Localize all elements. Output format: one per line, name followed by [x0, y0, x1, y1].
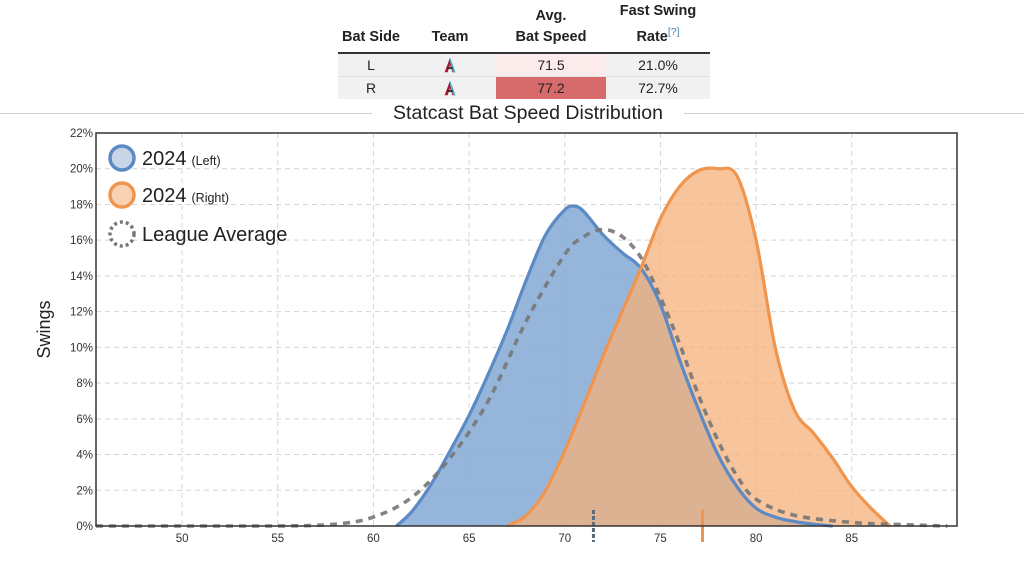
table-row: R 77.2 72.7%: [338, 75, 710, 99]
right-series-area: [507, 168, 890, 526]
chart-title: Statcast Bat Speed Distribution: [372, 100, 684, 126]
x-tick-label: 65: [463, 533, 476, 545]
bat-side-cell: L: [338, 52, 404, 77]
avg-bat-speed-cell: 77.2: [496, 75, 606, 99]
y-tick-label: 0%: [76, 521, 93, 533]
legend-label: 2024 (Left): [142, 148, 221, 170]
header-avg-bat-speed: Avg. Bat Speed: [496, 0, 606, 54]
avg-bat-speed-cell: 71.5: [496, 52, 606, 77]
legend-label-detail: (Right): [192, 191, 230, 205]
x-tick-label: 75: [654, 533, 667, 545]
table-header-row: Bat Side Team Avg. Bat Speed Fast Swing Ra…: [338, 0, 710, 54]
header-fast-swing-rate: Fast Swing Rate[?]: [606, 0, 710, 54]
y-tick-label: 6%: [76, 414, 93, 426]
header-fast-line1: Fast Swing: [619, 3, 697, 19]
header-avg-line1: Avg.: [535, 7, 567, 24]
fast-swing-rate-cell: 21.0%: [606, 52, 710, 77]
team-cell[interactable]: [404, 75, 496, 99]
table-row: L 71.5 21.0%: [338, 52, 710, 77]
legend-label: League Average: [142, 224, 287, 246]
x-tick-label: 60: [367, 533, 380, 545]
plot-frame: [95, 132, 958, 527]
left-series-line: [395, 204, 833, 528]
y-axis-label: Swings: [34, 300, 54, 358]
legend-marker: [108, 144, 136, 172]
y-tick-label: 8%: [76, 378, 93, 390]
y-tick-label: 16%: [70, 235, 93, 247]
y-tick-label: 22%: [70, 128, 93, 140]
y-tick-label: 4%: [76, 450, 93, 462]
header-team: Team: [404, 0, 496, 54]
diamondbacks-logo-icon[interactable]: [441, 79, 459, 97]
fast-swing-rate-cell: 72.7%: [606, 75, 710, 99]
x-tick-label: 55: [271, 533, 284, 545]
bat-speed-table: Bat Side Team Avg. Bat Speed Fast Swing Ra…: [338, 0, 710, 99]
y-tick-label: 10%: [70, 342, 93, 354]
y-tick-label: 18%: [70, 199, 93, 211]
y-tick-label: 2%: [76, 485, 93, 497]
y-tick-label: 14%: [70, 271, 93, 283]
legend-right: 2024 (Right): [108, 181, 229, 209]
team-cell[interactable]: [404, 52, 496, 77]
x-tick-label: 80: [750, 533, 763, 545]
bat-side-cell: R: [338, 75, 404, 99]
header-bat-side: Bat Side: [338, 0, 404, 54]
y-tick-label: 20%: [70, 164, 93, 176]
legend-label-detail: (Left): [192, 154, 221, 168]
header-fast-line2: Rate: [636, 28, 668, 45]
help-link[interactable]: [?]: [667, 26, 680, 38]
legend-marker: [108, 220, 136, 248]
league-average-line: [96, 227, 948, 528]
x-tick-label: 70: [558, 533, 571, 545]
right-series-line: [506, 166, 892, 528]
header-avg-line2: Bat Speed: [515, 28, 587, 45]
diamondbacks-logo-icon[interactable]: [441, 56, 459, 74]
legend-left: 2024 (Left): [108, 144, 221, 172]
legend-league: League Average: [108, 220, 287, 248]
legend-label: 2024 (Right): [142, 185, 229, 207]
x-tick-label: 50: [176, 533, 189, 545]
x-tick-label: 85: [845, 533, 858, 545]
legend-marker: [108, 181, 136, 209]
y-tick-label: 12%: [70, 307, 93, 319]
